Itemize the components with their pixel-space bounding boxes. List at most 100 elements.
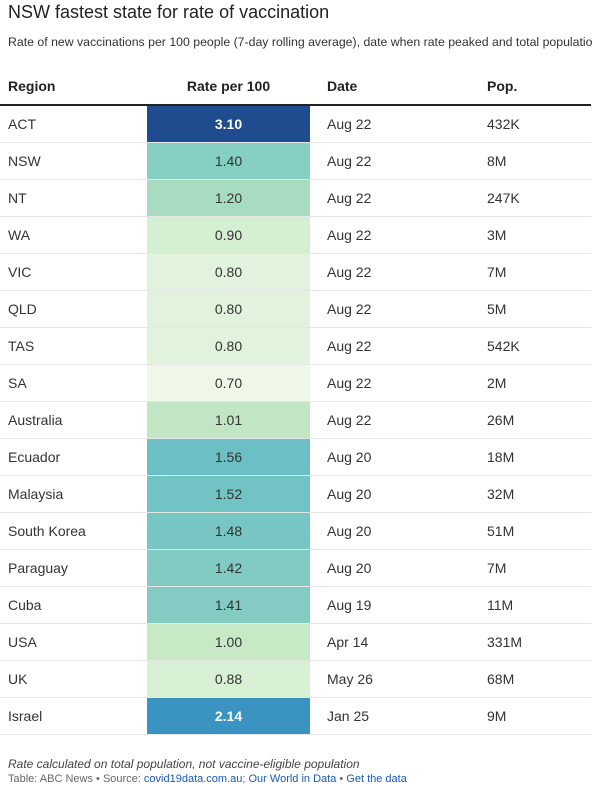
table-row: Cuba 1.41 Aug 19 11M: [0, 586, 591, 624]
rate-cell: 1.20: [147, 179, 310, 217]
rate-cell: 0.80: [147, 327, 310, 365]
rate-cell: 1.01: [147, 401, 310, 439]
pop-cell: 32M: [476, 475, 591, 513]
table-row: QLD 0.80 Aug 22 5M: [0, 290, 591, 328]
pop-cell: 3M: [476, 216, 591, 254]
rate-cell: 0.90: [147, 216, 310, 254]
table-row: NT 1.20 Aug 22 247K: [0, 179, 591, 217]
table-row: VIC 0.80 Aug 22 7M: [0, 253, 591, 291]
region-cell: NT: [0, 179, 147, 217]
region-cell: Paraguay: [0, 549, 147, 587]
column-header-rate: Rate per 100: [147, 68, 310, 106]
date-cell: Aug 22: [310, 142, 476, 180]
table-row: Australia 1.01 Aug 22 26M: [0, 401, 591, 439]
rate-cell: 1.40: [147, 142, 310, 180]
date-cell: Aug 19: [310, 586, 476, 624]
table-row: NSW 1.40 Aug 22 8M: [0, 142, 591, 180]
date-cell: Aug 20: [310, 438, 476, 476]
rate-cell: 1.42: [147, 549, 310, 587]
pop-cell: 247K: [476, 179, 591, 217]
rate-cell: 2.14: [147, 697, 310, 735]
date-cell: Aug 22: [310, 401, 476, 439]
region-cell: UK: [0, 660, 147, 698]
table-row: SA 0.70 Aug 22 2M: [0, 364, 591, 402]
source-separator: •: [336, 773, 347, 785]
date-cell: Apr 14: [310, 623, 476, 661]
source-link-covid19data[interactable]: covid19data.com.au: [143, 773, 243, 785]
date-cell: Aug 22: [310, 216, 476, 254]
table-row: UK 0.88 May 26 68M: [0, 660, 591, 698]
date-cell: Aug 22: [310, 290, 476, 328]
column-header-date: Date: [310, 68, 476, 106]
region-cell: WA: [0, 216, 147, 254]
pop-cell: 9M: [476, 697, 591, 735]
table-row: WA 0.90 Aug 22 3M: [0, 216, 591, 254]
date-cell: May 26: [310, 660, 476, 698]
pop-cell: 2M: [476, 364, 591, 402]
get-data-link[interactable]: Get the data: [346, 773, 407, 785]
chart-subtitle: Rate of new vaccinations per 100 people …: [8, 35, 593, 49]
region-cell: Australia: [0, 401, 147, 439]
date-cell: Aug 22: [310, 105, 476, 143]
table-row: Paraguay 1.42 Aug 20 7M: [0, 549, 591, 587]
date-cell: Jan 25: [310, 697, 476, 735]
pop-cell: 8M: [476, 142, 591, 180]
table-row: South Korea 1.48 Aug 20 51M: [0, 512, 591, 550]
table-row: Malaysia 1.52 Aug 20 32M: [0, 475, 591, 513]
table-row: Israel 2.14 Jan 25 9M: [0, 697, 591, 735]
vaccination-table: Region Rate per 100 Date Pop. ACT 3.10 Aug…: [0, 68, 591, 735]
rate-cell: 0.80: [147, 290, 310, 328]
rate-cell: 0.70: [147, 364, 310, 402]
region-cell: South Korea: [0, 512, 147, 550]
rate-cell: 0.80: [147, 253, 310, 291]
source-link-owid[interactable]: Our World in Data: [248, 773, 337, 785]
pop-cell: 68M: [476, 660, 591, 698]
header-row: Region Rate per 100 Date Pop.: [0, 68, 591, 106]
pop-cell: 542K: [476, 327, 591, 365]
region-cell: Cuba: [0, 586, 147, 624]
region-cell: QLD: [0, 290, 147, 328]
rate-cell: 0.88: [147, 660, 310, 698]
region-cell: VIC: [0, 253, 147, 291]
source-line: Table: ABC News • Source: covid19data.co…: [8, 773, 407, 785]
pop-cell: 51M: [476, 512, 591, 550]
column-header-region: Region: [0, 68, 147, 106]
pop-cell: 331M: [476, 623, 591, 661]
date-cell: Aug 20: [310, 475, 476, 513]
pop-cell: 26M: [476, 401, 591, 439]
date-cell: Aug 22: [310, 179, 476, 217]
rate-cell: 1.48: [147, 512, 310, 550]
date-cell: Aug 22: [310, 253, 476, 291]
pop-cell: 18M: [476, 438, 591, 476]
table-row: TAS 0.80 Aug 22 542K: [0, 327, 591, 365]
table-body: ACT 3.10 Aug 22 432K NSW 1.40 Aug 22 8M NT 1.20 Au…: [0, 105, 591, 735]
rate-cell: 1.52: [147, 475, 310, 513]
rate-cell: 3.10: [147, 105, 310, 143]
source-separator: ;: [242, 773, 249, 785]
date-cell: Aug 22: [310, 327, 476, 365]
table-credit: Table: ABC News • Source:: [8, 773, 144, 785]
date-cell: Aug 22: [310, 364, 476, 402]
table-row: USA 1.00 Apr 14 331M: [0, 623, 591, 661]
rate-cell: 1.00: [147, 623, 310, 661]
region-cell: NSW: [0, 142, 147, 180]
region-cell: Malaysia: [0, 475, 147, 513]
region-cell: Israel: [0, 697, 147, 735]
date-cell: Aug 20: [310, 549, 476, 587]
region-cell: TAS: [0, 327, 147, 365]
table-row: Ecuador 1.56 Aug 20 18M: [0, 438, 591, 476]
pop-cell: 5M: [476, 290, 591, 328]
table-header: Region Rate per 100 Date Pop.: [0, 68, 591, 106]
rate-cell: 1.56: [147, 438, 310, 476]
column-header-pop: Pop.: [476, 68, 591, 106]
pop-cell: 432K: [476, 105, 591, 143]
region-cell: SA: [0, 364, 147, 402]
region-cell: ACT: [0, 105, 147, 143]
pop-cell: 11M: [476, 586, 591, 624]
date-cell: Aug 20: [310, 512, 476, 550]
region-cell: USA: [0, 623, 147, 661]
footnote: Rate calculated on total population, not…: [8, 757, 360, 771]
pop-cell: 7M: [476, 253, 591, 291]
region-cell: Ecuador: [0, 438, 147, 476]
rate-cell: 1.41: [147, 586, 310, 624]
